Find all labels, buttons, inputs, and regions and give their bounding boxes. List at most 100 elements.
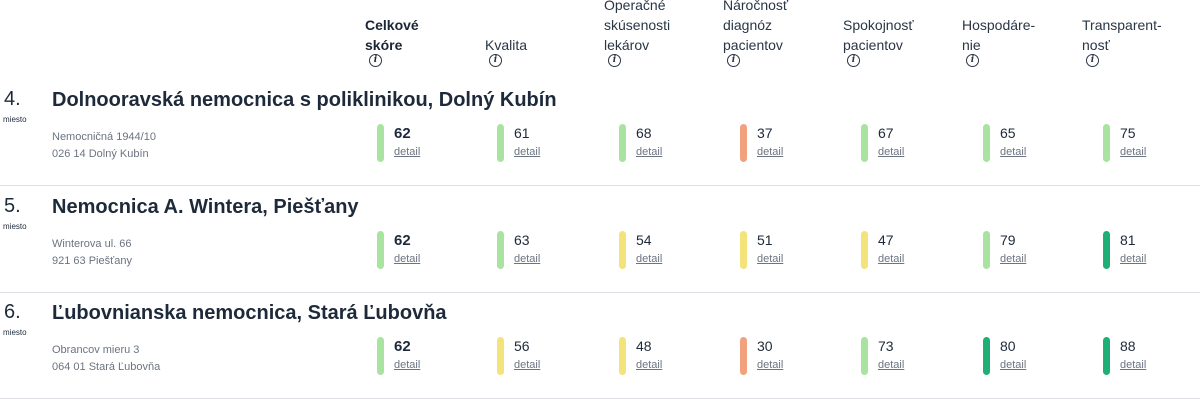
column-header-label: Náročnosť diagnóz pacientov i — [723, 0, 788, 68]
rank-label: miesto — [3, 115, 27, 124]
score-color-bar — [740, 124, 747, 162]
metric-value: 51 — [757, 232, 773, 248]
table-header: Celkové skóre i Kvalita i Operačné skúsenosti l… — [0, 0, 1200, 80]
metric-value: 75 — [1120, 125, 1136, 141]
column-header-6: Transparent-nosť i — [1082, 15, 1162, 68]
column-header-line: skúsenosti — [604, 17, 671, 33]
metric-value: 79 — [1000, 232, 1016, 248]
column-header-line: nosť i — [1082, 37, 1110, 67]
hospital-name[interactable]: Dolnooravská nemocnica s poliklinikou, D… — [52, 89, 557, 111]
score-color-bar — [619, 124, 626, 162]
detail-link[interactable]: detail — [757, 359, 784, 371]
column-header-line: Spokojnosť — [843, 17, 914, 33]
detail-link[interactable]: detail — [1120, 146, 1147, 158]
column-header-label: Celkové skóre i — [365, 15, 419, 68]
score-color-bar — [377, 337, 384, 375]
score-color-bar — [1103, 231, 1110, 269]
rank-label: miesto — [3, 222, 27, 231]
info-icon[interactable]: i — [1086, 54, 1099, 67]
column-header-4: Spokojnosť pacientov i — [843, 15, 914, 68]
info-icon[interactable]: i — [847, 54, 860, 67]
detail-link[interactable]: detail — [757, 253, 784, 265]
detail-link[interactable]: detail — [636, 253, 663, 265]
column-header-line: Kvalita i — [485, 37, 528, 67]
detail-link[interactable]: detail — [1000, 146, 1027, 158]
detail-link[interactable]: detail — [514, 359, 541, 371]
score-color-bar — [619, 337, 626, 375]
detail-link[interactable]: detail — [394, 146, 421, 158]
score-color-bar — [740, 337, 747, 375]
detail-link[interactable]: detail — [394, 253, 421, 265]
detail-link[interactable]: detail — [514, 146, 541, 158]
column-header-line: pacientov i — [843, 37, 903, 67]
detail-link[interactable]: detail — [1000, 253, 1027, 265]
hospital-name[interactable]: Nemocnica A. Wintera, Piešťany — [52, 196, 359, 218]
column-header-label: Hospodáre-nie i — [962, 15, 1035, 68]
total-score-value: 62 — [394, 338, 411, 355]
column-header-line: skóre i — [365, 37, 403, 67]
metric-value: 56 — [514, 338, 530, 354]
detail-link[interactable]: detail — [636, 359, 663, 371]
detail-link[interactable]: detail — [878, 253, 905, 265]
detail-link[interactable]: detail — [394, 359, 421, 371]
score-color-bar — [619, 231, 626, 269]
score-color-bar — [740, 231, 747, 269]
detail-link[interactable]: detail — [878, 359, 905, 371]
metric-value: 88 — [1120, 338, 1136, 354]
column-header-line: Hospodáre- — [962, 17, 1036, 33]
score-color-bar — [861, 231, 868, 269]
detail-link[interactable]: detail — [636, 146, 663, 158]
address-line: Nemocničná 1944/10 — [52, 131, 156, 143]
detail-link[interactable]: detail — [757, 146, 784, 158]
column-header-1: Kvalita i — [485, 35, 527, 68]
hospital-row: 5. miesto Nemocnica A. Wintera, Piešťany Wi… — [0, 187, 1200, 293]
metric-value: 65 — [1000, 125, 1016, 141]
score-color-bar — [497, 337, 504, 375]
detail-link[interactable]: detail — [1120, 359, 1147, 371]
metric-value: 67 — [878, 125, 894, 141]
detail-link[interactable]: detail — [514, 253, 541, 265]
metric-value: 80 — [1000, 338, 1016, 354]
column-header-line: Operačné — [604, 0, 666, 13]
detail-link[interactable]: detail — [1120, 253, 1147, 265]
score-color-bar — [861, 337, 868, 375]
total-score-value: 62 — [394, 232, 411, 249]
address-line: 026 14 Dolný Kubín — [52, 148, 149, 160]
metric-value: 37 — [757, 125, 773, 141]
metric-value: 73 — [878, 338, 894, 354]
score-color-bar — [497, 124, 504, 162]
info-icon[interactable]: i — [727, 54, 740, 67]
info-icon[interactable]: i — [608, 54, 621, 67]
column-header-label: Transparent-nosť i — [1082, 15, 1162, 68]
hospital-address: Nemocničná 1944/10 026 14 Dolný Kubín — [52, 129, 156, 163]
rank-number: 6. — [4, 301, 21, 323]
rank-label: miesto — [3, 328, 27, 337]
rank-number: 4. — [4, 88, 21, 110]
hospital-row: 6. miesto Ľubovnianska nemocnica, Stará Ľu… — [0, 293, 1200, 399]
column-header-line: nie i — [962, 37, 981, 67]
detail-link[interactable]: detail — [878, 146, 905, 158]
column-header-label: Operačné skúsenosti lekárov i — [604, 0, 670, 68]
address-line: 064 01 Stará Ľubovňa — [52, 361, 161, 373]
info-icon[interactable]: i — [369, 54, 382, 67]
column-header-line: Celkové — [365, 17, 419, 33]
score-color-bar — [1103, 337, 1110, 375]
column-header-line: Transparent- — [1082, 17, 1162, 33]
column-header-line: lekárov i — [604, 37, 650, 67]
info-icon[interactable]: i — [966, 54, 979, 67]
score-color-bar — [983, 124, 990, 162]
rank-number: 5. — [4, 195, 21, 217]
info-icon[interactable]: i — [489, 54, 502, 67]
column-header-5: Hospodáre-nie i — [962, 15, 1035, 68]
metric-value: 47 — [878, 232, 894, 248]
metric-value: 81 — [1120, 232, 1136, 248]
address-line: Winterova ul. 66 — [52, 238, 132, 250]
hospital-name[interactable]: Ľubovnianska nemocnica, Stará Ľubovňa — [52, 302, 447, 324]
metric-value: 54 — [636, 232, 652, 248]
score-color-bar — [983, 337, 990, 375]
address-line: 921 63 Piešťany — [52, 255, 132, 267]
column-header-label: Spokojnosť pacientov i — [843, 15, 914, 68]
metric-value: 30 — [757, 338, 773, 354]
detail-link[interactable]: detail — [1000, 359, 1027, 371]
hospital-address: Obrancov mieru 3 064 01 Stará Ľubovňa — [52, 342, 160, 376]
